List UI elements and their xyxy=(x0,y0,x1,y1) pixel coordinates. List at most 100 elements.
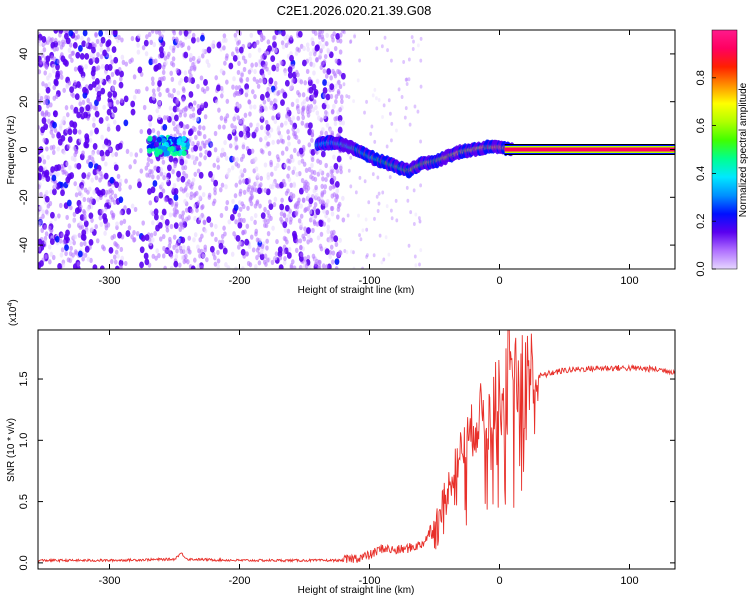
x-tick-label: 0 xyxy=(496,575,502,587)
heatmap-cell xyxy=(67,47,72,53)
heatmap-cell xyxy=(175,67,180,74)
heatmap-cell xyxy=(137,181,142,189)
heatmap-cell xyxy=(260,36,264,43)
heatmap-cell xyxy=(51,254,56,261)
heatmap-cell xyxy=(199,152,203,158)
heatmap-cell xyxy=(148,240,153,247)
heatmap-cell xyxy=(65,83,69,89)
heatmap-cell xyxy=(64,171,69,177)
heatmap-cell xyxy=(413,104,417,109)
heatmap-cell xyxy=(284,42,289,48)
heatmap-cell xyxy=(173,222,179,230)
heatmap-cell xyxy=(196,108,202,116)
heatmap-cell xyxy=(169,45,173,51)
heatmap-cell xyxy=(308,197,314,205)
heatmap-cell xyxy=(69,205,73,211)
heatmap-cell xyxy=(306,112,311,118)
heatmap-cell xyxy=(165,227,170,233)
heatmap-cell xyxy=(231,198,235,205)
heatmap-cell xyxy=(51,149,56,155)
heatmap-cell xyxy=(189,191,194,197)
heatmap-cell xyxy=(297,139,301,145)
heatmap-cell xyxy=(160,214,164,221)
heatmap-cell xyxy=(266,130,270,136)
heatmap-cell xyxy=(237,84,242,91)
heatmap-cell xyxy=(143,39,149,47)
heatmap-cell xyxy=(242,217,246,224)
heatmap-cell xyxy=(56,132,62,139)
heatmap-cell xyxy=(231,155,236,162)
heatmap-cell xyxy=(227,219,232,225)
colorbar-tick-label: 0.0 xyxy=(695,261,707,276)
heatmap-cell xyxy=(195,116,200,122)
heatmap-cell xyxy=(133,206,138,213)
heatmap-cell xyxy=(267,45,272,52)
heatmap-cell xyxy=(213,130,218,137)
heatmap-cell xyxy=(224,205,229,211)
heatmap-cell xyxy=(230,165,235,171)
heatmap-cell xyxy=(267,150,272,156)
heatmap-cell xyxy=(47,225,52,231)
heatmap-cell xyxy=(382,103,386,108)
heatmap-cell xyxy=(56,146,60,152)
heatmap-cell xyxy=(112,90,118,98)
heatmap-cell xyxy=(69,104,74,110)
heatmap-cell xyxy=(183,70,188,76)
heatmap-cell xyxy=(322,59,327,65)
heatmap-cell xyxy=(249,104,253,110)
heatmap-cell xyxy=(324,73,329,79)
heatmap-cell xyxy=(380,44,384,49)
heatmap-cell xyxy=(262,259,267,265)
heatmap-cell xyxy=(38,204,43,211)
heatmap-cell xyxy=(232,76,236,82)
heatmap-cell xyxy=(174,201,179,207)
heatmap-cell xyxy=(139,168,144,174)
heatmap-cell xyxy=(265,257,270,263)
heatmap-cell xyxy=(338,83,343,90)
heatmap-cell xyxy=(81,229,87,237)
heatmap-cell xyxy=(321,127,325,133)
heatmap-cell xyxy=(320,183,325,189)
heatmap-cell xyxy=(38,41,43,47)
heatmap-cell xyxy=(88,199,93,205)
heatmap-cell xyxy=(64,105,69,111)
heatmap-cell xyxy=(225,53,229,59)
heatmap-cell xyxy=(308,86,314,94)
heatmap-cell xyxy=(193,232,198,238)
heatmap-cell xyxy=(166,87,170,93)
heatmap-cell xyxy=(81,150,85,156)
heatmap-cell xyxy=(169,145,175,152)
heatmap-cell xyxy=(336,203,341,209)
heatmap-cell xyxy=(52,121,57,129)
heatmap-cell xyxy=(253,219,257,225)
heatmap-cell xyxy=(329,93,334,100)
heatmap-cell xyxy=(302,59,307,67)
snr-x-axis-title: Height of straight line (km) xyxy=(298,585,415,596)
heatmap-cell xyxy=(225,79,229,85)
heatmap-cell xyxy=(274,47,278,54)
y-tick-label: 0.5 xyxy=(18,494,30,509)
heatmap-cell xyxy=(198,185,202,191)
heatmap-cell xyxy=(183,164,188,171)
heatmap-cell xyxy=(209,222,214,228)
heatmap-cell xyxy=(333,162,339,170)
heatmap-cell xyxy=(140,234,146,242)
heatmap-cell xyxy=(239,77,244,84)
heatmap-cell xyxy=(162,123,168,131)
heatmap-cell xyxy=(268,203,274,211)
heatmap-cell xyxy=(417,216,421,221)
heatmap-cell xyxy=(200,265,204,269)
heatmap-cell xyxy=(231,127,236,133)
heatmap-cell xyxy=(113,56,119,64)
heatmap-cell xyxy=(161,233,166,240)
heatmap-cell xyxy=(60,189,65,197)
heatmap-cell xyxy=(307,76,312,82)
heatmap-cell xyxy=(210,42,214,49)
heatmap-cell xyxy=(204,139,209,145)
heatmap-cell xyxy=(81,172,87,179)
heatmap-cell xyxy=(203,228,208,234)
heatmap-cell xyxy=(103,138,109,146)
heatmap-cell xyxy=(144,51,149,57)
heatmap-cell xyxy=(208,171,213,178)
heatmap-cell xyxy=(191,32,196,38)
